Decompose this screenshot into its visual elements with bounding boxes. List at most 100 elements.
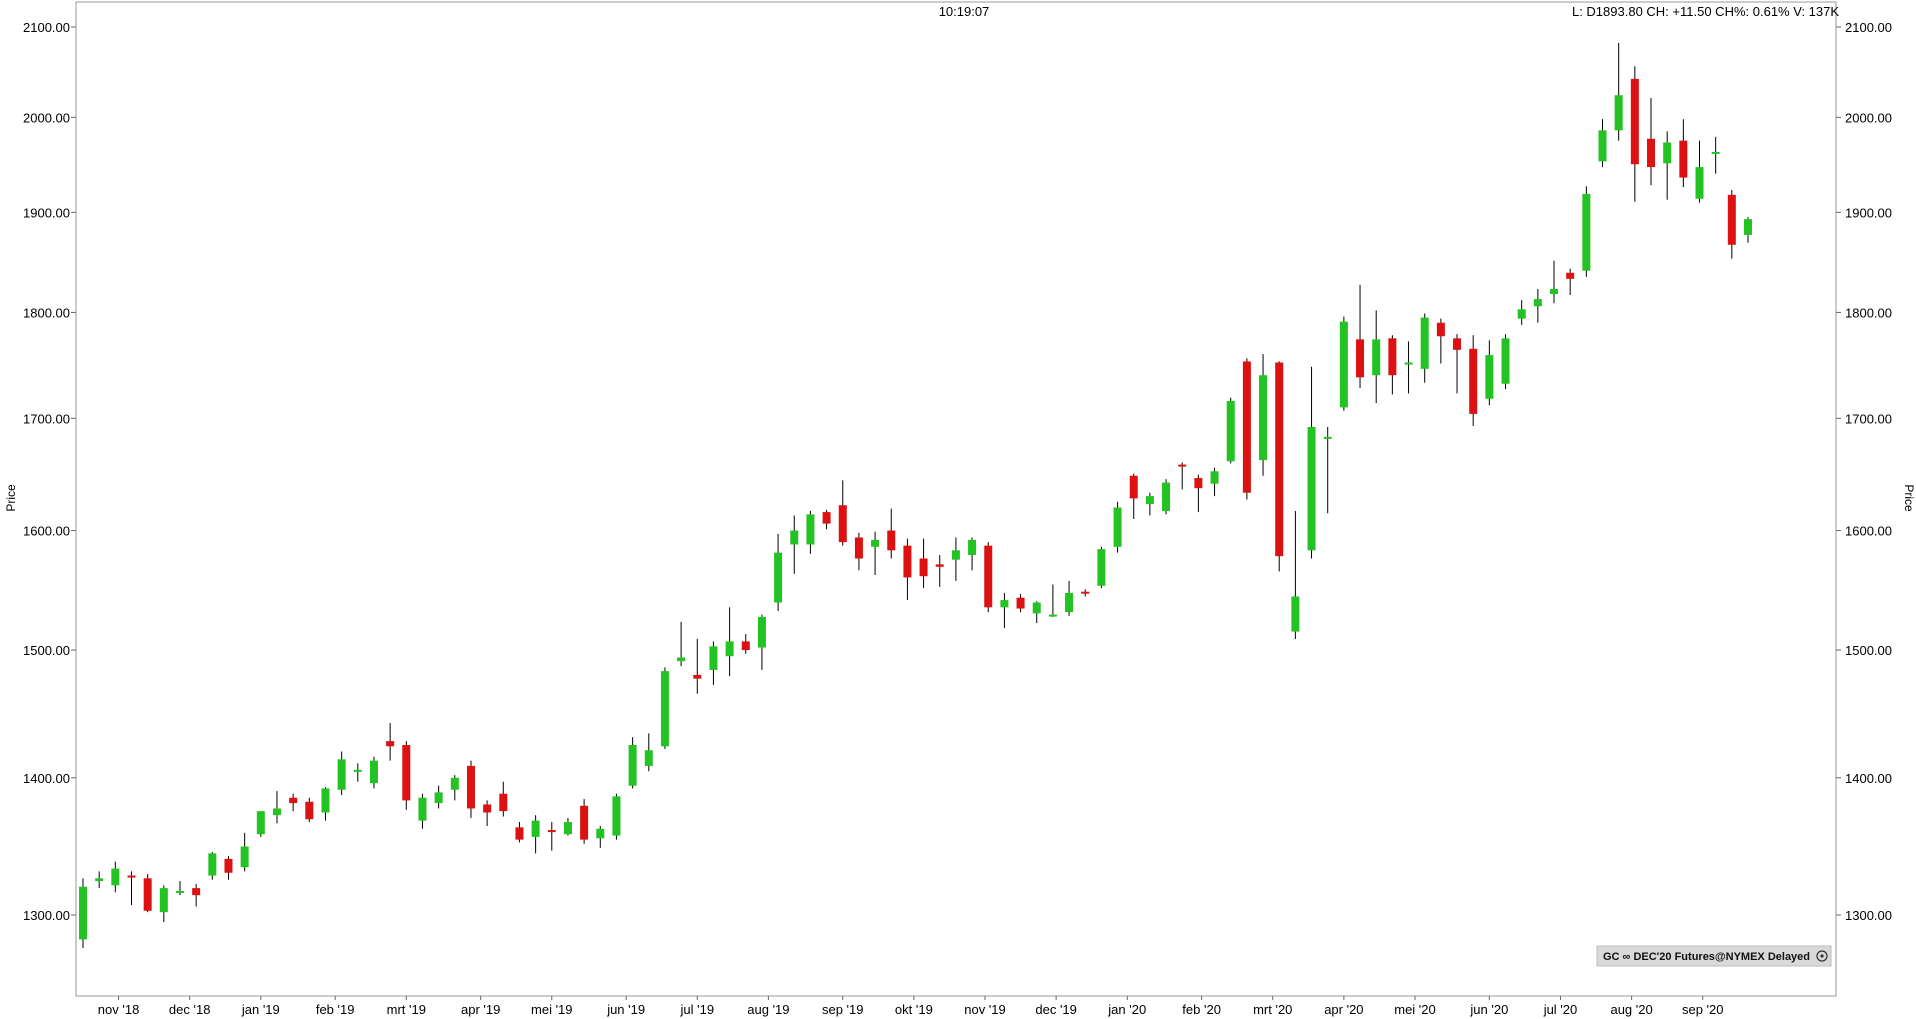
candle (418, 793, 427, 829)
candle-body (272, 808, 281, 816)
candle-body (1259, 375, 1268, 461)
candle (1065, 580, 1074, 616)
candle-body (693, 674, 702, 679)
candle (838, 480, 847, 546)
candle (547, 821, 556, 851)
candle-body (289, 797, 298, 804)
candle (1727, 190, 1736, 259)
candle (111, 861, 120, 893)
candle-body (660, 671, 669, 747)
x-tick-label: jan '19 (241, 1002, 280, 1017)
candle (919, 538, 928, 589)
candle (854, 532, 863, 571)
y-axis-right: 1300.00 1400.00 1500.00 1600.00 1700.00 1800.… (1836, 20, 1892, 923)
candle-body (111, 868, 120, 886)
x-tick-label: dec '19 (1035, 1002, 1077, 1017)
y-tick-label-right: 1300.00 (1845, 908, 1892, 923)
candle (1711, 136, 1720, 174)
instrument-badge: GC ∞ DEC'20 Futures@NYMEX Delayed (1596, 945, 1832, 967)
y-tick-label-left: 1900.00 (23, 205, 70, 220)
candle (774, 534, 783, 611)
candle (337, 751, 346, 796)
candle (1388, 335, 1397, 395)
x-tick-label: jan '20 (1107, 1002, 1146, 1017)
candle-body (1501, 338, 1510, 384)
info-circle-icon[interactable] (1816, 950, 1828, 962)
candle (660, 667, 669, 749)
candle-body (321, 788, 330, 813)
candle-body (1356, 339, 1365, 378)
candle (1291, 510, 1300, 639)
candle (757, 614, 766, 670)
candle-body (1679, 140, 1688, 178)
x-tick-label: okt '19 (895, 1002, 933, 1017)
y-tick-label-right: 1800.00 (1845, 305, 1892, 320)
candle-body (1598, 130, 1607, 162)
candle-body (1339, 321, 1348, 408)
candle (272, 791, 281, 824)
candle-body (1307, 427, 1316, 551)
candle-body (854, 537, 863, 559)
candle (1323, 427, 1332, 514)
candle (806, 510, 815, 554)
candle (644, 733, 653, 772)
y-tick-label-left: 1400.00 (23, 771, 70, 786)
candle-body (871, 539, 880, 547)
candle-body (774, 552, 783, 603)
candle-body (612, 796, 621, 836)
candle (305, 797, 314, 822)
x-axis: nov '18 dec '18 jan '19 feb '19 mrt '19 apr '… (98, 996, 1723, 1017)
x-tick-label: jul '20 (1543, 1002, 1578, 1017)
candle-body (1065, 592, 1074, 613)
candle (1339, 316, 1348, 411)
x-tick-label: jul '19 (679, 1002, 714, 1017)
candle-body (790, 530, 799, 545)
candle-body (1210, 471, 1219, 484)
candle (1630, 66, 1639, 202)
candle-body (402, 745, 411, 801)
candle-body (224, 858, 233, 873)
candle-body (903, 545, 912, 578)
candle-body (1663, 142, 1672, 164)
x-tick-label: feb '20 (1182, 1002, 1221, 1017)
candle (289, 793, 298, 812)
candle-body (1436, 322, 1445, 337)
candle (466, 760, 475, 818)
candle (790, 515, 799, 574)
candle (1226, 397, 1235, 464)
x-tick-label: mei '20 (1394, 1002, 1436, 1017)
instrument-badge-label: GC ∞ DEC'20 Futures@NYMEX Delayed (1603, 951, 1810, 963)
candle-body (305, 801, 314, 820)
candle (175, 881, 184, 896)
candle (1113, 501, 1122, 553)
candle (903, 538, 912, 601)
y-tick-label-right: 1600.00 (1845, 524, 1892, 539)
candle (531, 815, 540, 854)
candle-body (531, 820, 540, 837)
candle (1647, 98, 1656, 186)
candle (822, 509, 831, 530)
x-tick-label: apr '19 (461, 1002, 500, 1017)
candle (1242, 358, 1251, 500)
candle (353, 763, 362, 782)
candle-body (1695, 167, 1704, 199)
candle-body (838, 505, 847, 543)
candle (1598, 119, 1607, 168)
candle-body (709, 646, 718, 670)
x-tick-label: apr '20 (1324, 1002, 1363, 1017)
candle (628, 737, 637, 789)
candle-body (353, 769, 362, 772)
candle (1533, 288, 1542, 323)
candle (1485, 340, 1494, 406)
candle (951, 537, 960, 581)
candle-body (822, 512, 831, 524)
candle-body (741, 641, 750, 651)
candle-body (968, 539, 977, 555)
candle-body (1388, 338, 1397, 376)
candle-body (757, 616, 766, 648)
candle (1372, 310, 1381, 404)
candle (224, 856, 233, 880)
x-tick-label: aug '20 (1610, 1002, 1652, 1017)
candle-body (1048, 614, 1057, 617)
